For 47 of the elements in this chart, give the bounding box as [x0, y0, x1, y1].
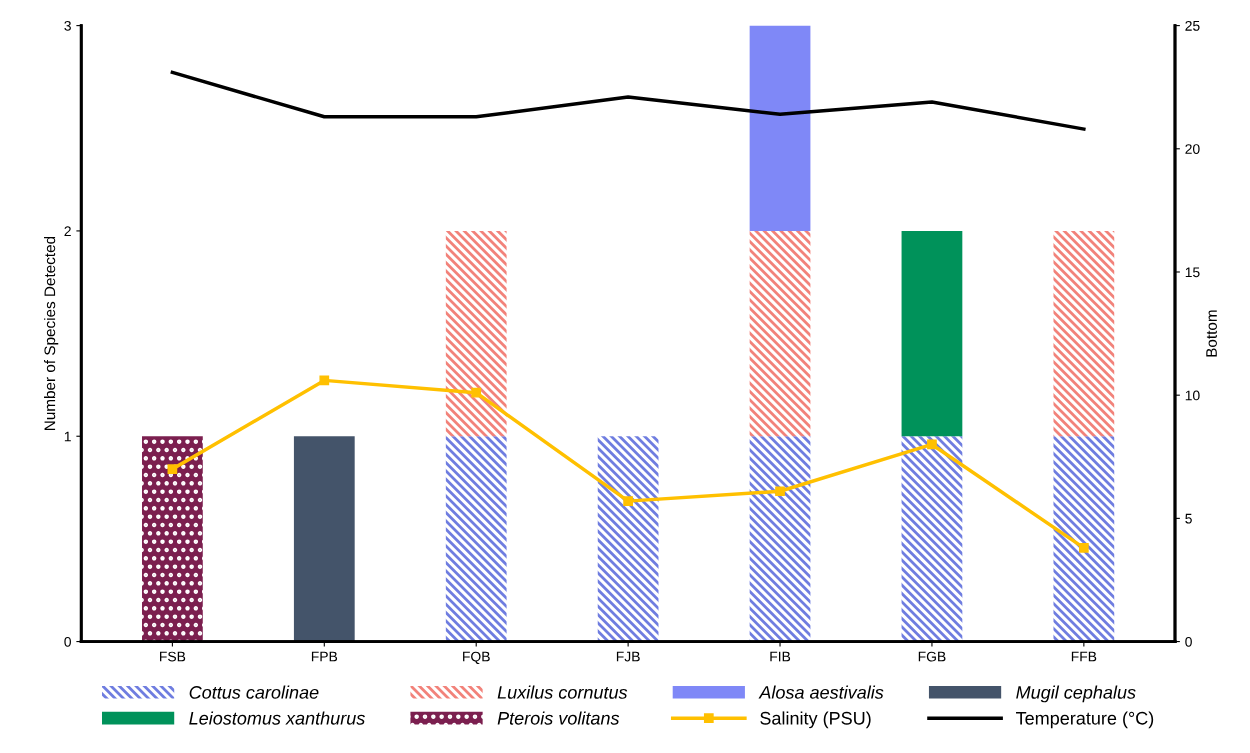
point — [319, 375, 330, 386]
legend-label: Cottus carolinae — [189, 685, 319, 699]
bar — [749, 436, 811, 642]
bar — [293, 436, 355, 642]
bar — [597, 436, 659, 642]
legend-label: Luxilus cornutus — [497, 685, 628, 699]
x-tick-label: FGB — [918, 651, 946, 662]
legend-label: Salinity (PSU) — [760, 711, 871, 729]
y-tick-label: 0 — [64, 636, 71, 647]
x-tick-label: FJB — [616, 651, 640, 662]
legend-label: Leiostomus xanthurus — [189, 711, 365, 725]
y-axis-title: Number of Species Detected — [44, 236, 59, 430]
point — [775, 486, 785, 497]
point — [927, 439, 937, 450]
y2-tick-label: 25 — [1185, 20, 1200, 31]
point — [471, 387, 482, 398]
line-series — [170, 70, 1086, 131]
y2-tick-label: 0 — [1185, 636, 1192, 647]
y2-tick-label: 10 — [1185, 390, 1200, 401]
bar — [445, 230, 507, 437]
x-tick-label: FPB — [311, 651, 338, 662]
legend-label: Alosa aestivalis — [758, 685, 884, 699]
legend-label: Temperature (°C) — [1016, 711, 1154, 729]
bar — [749, 230, 811, 437]
y2-axis-title: Bottom — [1206, 310, 1217, 357]
legend-label: Pterois volitans — [497, 711, 620, 725]
y-tick-label: 3 — [64, 20, 71, 31]
legend-label: Mugil cephalus — [1016, 685, 1136, 703]
x-tick-label: FIB — [770, 651, 791, 662]
x-tick-label: FFB — [1071, 651, 1097, 662]
bar — [142, 436, 203, 642]
point — [623, 496, 633, 506]
x-tick-label: FSB — [160, 651, 186, 662]
y2-tick-label: 20 — [1185, 144, 1200, 154]
bar — [445, 436, 507, 642]
point — [167, 464, 178, 474]
y-tick-label: 1 — [64, 431, 71, 442]
bar — [901, 230, 963, 437]
bar — [1053, 230, 1115, 437]
bar — [749, 25, 811, 231]
point — [1078, 543, 1089, 553]
y2-tick-label: 15 — [1185, 267, 1200, 278]
x-tick-label: FQB — [463, 651, 490, 664]
bar — [901, 436, 963, 642]
bar — [1053, 436, 1115, 642]
y2-tick-label: 5 — [1185, 513, 1192, 524]
y-tick-label: 2 — [64, 226, 71, 236]
